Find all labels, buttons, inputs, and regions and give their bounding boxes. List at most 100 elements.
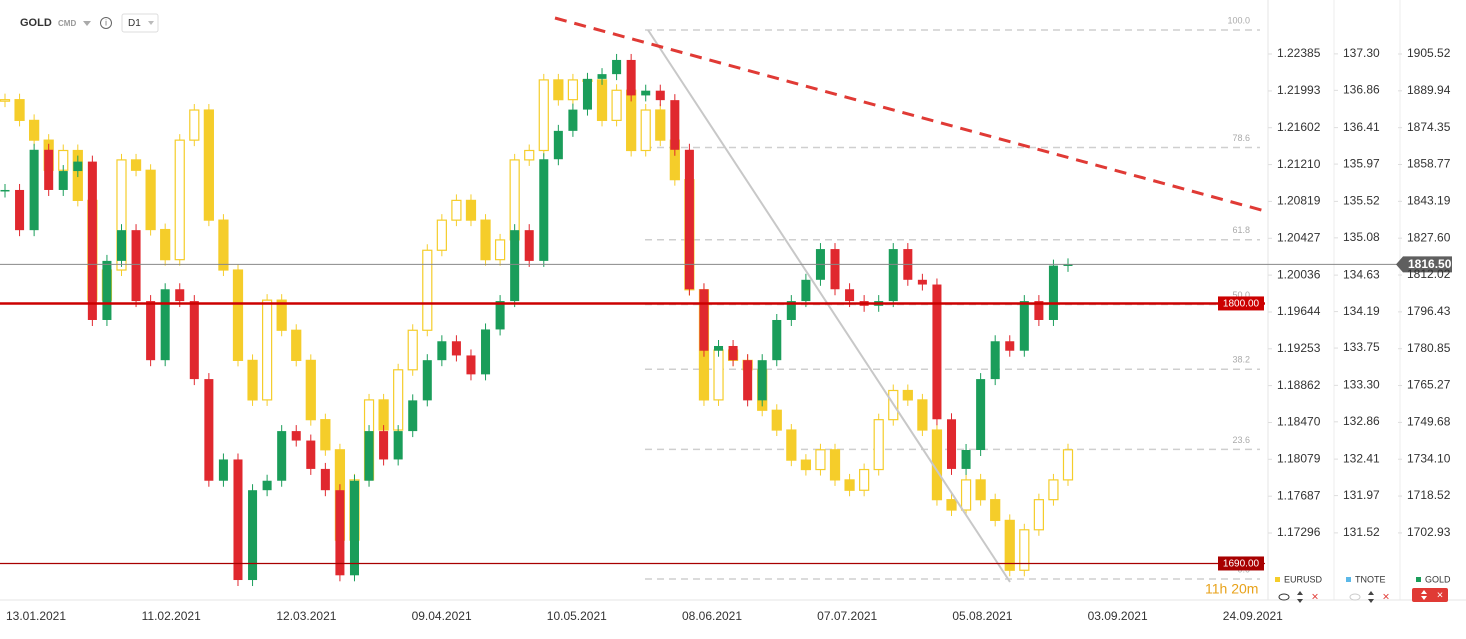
interval: D1 bbox=[128, 18, 141, 29]
interval-select[interactable] bbox=[121, 13, 159, 33]
candle bbox=[393, 369, 404, 431]
legend-controls[interactable] bbox=[1412, 588, 1448, 602]
candle bbox=[960, 479, 972, 511]
legend-remove[interactable]: × bbox=[1382, 590, 1389, 604]
candle bbox=[494, 239, 506, 261]
candle bbox=[888, 249, 898, 302]
fib-label: 23.6 bbox=[1232, 435, 1250, 445]
y-tick-label: 1827.60 bbox=[1407, 230, 1451, 244]
candle bbox=[116, 159, 127, 271]
market-dropdown[interactable]: CMD bbox=[58, 19, 76, 28]
legend-order[interactable] bbox=[1421, 590, 1427, 600]
candle bbox=[102, 260, 112, 320]
candle bbox=[131, 230, 141, 302]
candle bbox=[845, 289, 855, 302]
legend-label: EURUSD bbox=[1284, 574, 1323, 584]
y-tick-label: 1.18470 bbox=[1277, 415, 1321, 429]
x-tick-label: 03.09.2021 bbox=[1088, 609, 1148, 623]
candle bbox=[1048, 479, 1059, 501]
candle bbox=[451, 341, 461, 356]
candle bbox=[728, 345, 738, 361]
legend-order[interactable] bbox=[1297, 591, 1303, 603]
candle bbox=[771, 409, 782, 431]
candle bbox=[641, 90, 651, 96]
candle bbox=[320, 419, 331, 451]
overlay-layer: 1800.00 1690.00 1816.50 bbox=[0, 256, 1452, 571]
x-tick-label: 05.08.2021 bbox=[952, 609, 1012, 623]
candle bbox=[407, 329, 418, 371]
candle bbox=[830, 249, 840, 290]
candle bbox=[466, 355, 476, 375]
candle bbox=[844, 479, 855, 491]
candle bbox=[757, 360, 767, 401]
candle bbox=[29, 149, 39, 231]
candle bbox=[276, 299, 287, 331]
dropdown-arrow[interactable] bbox=[83, 21, 91, 26]
y-tick-label: 131.52 bbox=[1343, 525, 1380, 539]
candle bbox=[800, 459, 812, 471]
candle bbox=[14, 99, 25, 121]
y-tick-label: 1.20427 bbox=[1277, 230, 1321, 244]
candle bbox=[465, 199, 477, 221]
legend-order[interactable] bbox=[1368, 591, 1374, 603]
y-tick-label: 134.19 bbox=[1343, 304, 1380, 318]
candle bbox=[189, 109, 200, 141]
legend-remove[interactable]: × bbox=[1311, 590, 1318, 604]
legend-remove[interactable]: × bbox=[1437, 589, 1443, 601]
candle bbox=[145, 169, 156, 231]
candle bbox=[0, 189, 10, 192]
y-tick-label: 1.19253 bbox=[1277, 341, 1321, 355]
candle bbox=[203, 109, 214, 221]
price-tag-label: 1800.00 bbox=[1223, 299, 1260, 310]
candle bbox=[437, 341, 447, 361]
candle bbox=[248, 490, 258, 581]
candle bbox=[699, 289, 709, 351]
y-tick-label: 136.41 bbox=[1343, 120, 1380, 134]
candle bbox=[524, 230, 534, 261]
candle bbox=[567, 79, 579, 101]
candle bbox=[902, 389, 913, 401]
candles-layer bbox=[0, 53, 1074, 587]
y-tick-label: 1.18862 bbox=[1277, 378, 1321, 392]
candle bbox=[262, 480, 272, 491]
candle bbox=[1034, 301, 1044, 320]
y-tick-label: 1.20819 bbox=[1277, 194, 1321, 208]
y-tick-label: 1702.93 bbox=[1407, 525, 1451, 539]
candle bbox=[714, 345, 724, 351]
x-tick-label: 11.02.2021 bbox=[142, 609, 201, 623]
y-tick-label: 1.19644 bbox=[1277, 304, 1321, 318]
candle bbox=[1063, 264, 1073, 266]
candle bbox=[481, 329, 491, 375]
legend-visibility[interactable] bbox=[1278, 593, 1290, 601]
candle bbox=[611, 89, 622, 121]
candle bbox=[932, 284, 942, 420]
y-tick-label: 135.97 bbox=[1343, 156, 1380, 170]
candle bbox=[1062, 449, 1074, 481]
candle bbox=[786, 429, 797, 461]
candle bbox=[524, 149, 535, 161]
fib-label: 50.0 bbox=[1232, 290, 1250, 300]
candle bbox=[15, 189, 25, 231]
legend-swatch bbox=[1346, 577, 1351, 582]
candle bbox=[189, 301, 199, 380]
candle bbox=[975, 479, 986, 501]
candle bbox=[174, 139, 185, 261]
y-tick-label: 1718.52 bbox=[1407, 488, 1451, 502]
candle bbox=[1005, 341, 1015, 351]
candle bbox=[495, 301, 505, 330]
price-tag-label: 1690.00 bbox=[1223, 559, 1260, 570]
y-tick-label: 133.75 bbox=[1343, 340, 1380, 354]
candle bbox=[218, 459, 228, 481]
info-icon[interactable] bbox=[100, 17, 112, 29]
legend-swatch bbox=[1416, 577, 1421, 582]
candle bbox=[408, 400, 418, 432]
y-tick-label: 131.97 bbox=[1343, 488, 1380, 502]
fib-label: 100.0 bbox=[1227, 15, 1250, 25]
y-tick-label: 1889.94 bbox=[1407, 83, 1451, 97]
dropdown-arrow[interactable] bbox=[148, 21, 154, 25]
candle bbox=[233, 459, 243, 581]
legend-visibility[interactable] bbox=[1349, 593, 1361, 601]
candle bbox=[538, 79, 549, 152]
candle bbox=[0, 99, 11, 102]
